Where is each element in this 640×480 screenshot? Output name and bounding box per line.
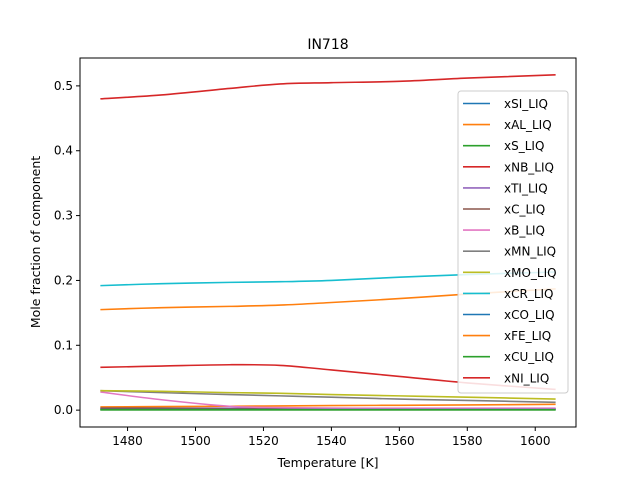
x-axis: 1480 1500 1520 1540 1560 1580 1600 [112,427,551,448]
legend-box [457,90,569,394]
legend-label: xC_LIQ [504,203,545,217]
y-tick-label: 0.5 [54,79,73,93]
x-tick-label: 1600 [520,434,551,448]
y-tick-label: 0.4 [54,144,73,158]
plot-frame [79,57,577,428]
series-line-xMO_LIQ [100,389,556,400]
legend-label: xB_LIQ [504,224,545,238]
legend-label: xTI_LIQ [504,181,548,195]
legend-label: xCU_LIQ [504,350,554,364]
x-tick-label: 1580 [452,434,483,448]
legend-label: xMO_LIQ [504,266,557,280]
series-line-xMN_LIQ [100,389,556,404]
legend-label: xSI_LIQ [504,97,548,111]
series-line-xB_LIQ [100,391,556,410]
series-line-xAL_LIQ [100,403,556,408]
x-tick-label: 1480 [112,434,143,448]
legend-label: xCO_LIQ [504,308,555,322]
chart-title: IN718 [307,37,348,53]
legend-label: xCR_LIQ [504,287,554,301]
y-tick-label: 0.0 [54,403,73,417]
legend: xSI_LIQ xAL_LIQ xS_LIQ xNB_LIQ xTI_LIQ xC_LIQ… [457,90,569,394]
legend-label: xNI_LIQ [504,371,549,385]
legend-label: xMN_LIQ [504,245,556,259]
y-tick-label: 0.1 [54,338,73,352]
y-tick-label: 0.3 [54,209,73,223]
legend-label: xS_LIQ [504,139,544,153]
x-axis-label: Temperature [K] [276,455,378,470]
x-tick-label: 1540 [316,434,347,448]
x-tick-label: 1560 [384,434,415,448]
legend-label: xNB_LIQ [504,160,554,174]
y-tick-label: 0.2 [54,273,73,287]
y-axis: 0.0 0.1 0.2 0.3 0.4 0.5 [54,79,80,417]
legend-label: xFE_LIQ [504,329,551,343]
series-line-xNI_LIQ [100,74,556,100]
legend-label: xAL_LIQ [504,118,552,132]
x-tick-label: 1520 [248,434,279,448]
x-tick-label: 1500 [180,434,211,448]
y-axis-label: Mole fraction of component [28,156,43,328]
